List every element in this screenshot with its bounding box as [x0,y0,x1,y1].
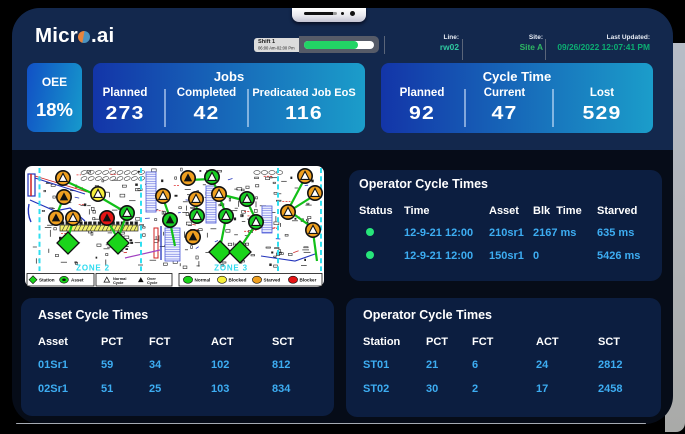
svg-text:Blocked: Blocked [229,278,247,283]
svg-text:Normal: Normal [195,278,211,283]
svg-text:Cycle: Cycle [147,280,158,285]
svg-text:Blocker: Blocker [300,278,317,283]
svg-text:Starved: Starved [264,278,281,283]
svg-text:Normal: Normal [113,276,126,281]
svg-text:ZONE 2: ZONE 2 [76,264,110,273]
svg-text:Cycle: Cycle [113,280,124,285]
svg-text:Station: Station [39,278,55,283]
svg-text:ZONE 3: ZONE 3 [214,264,248,273]
svg-text:Over: Over [147,276,156,281]
svg-text:Asset: Asset [71,278,84,283]
